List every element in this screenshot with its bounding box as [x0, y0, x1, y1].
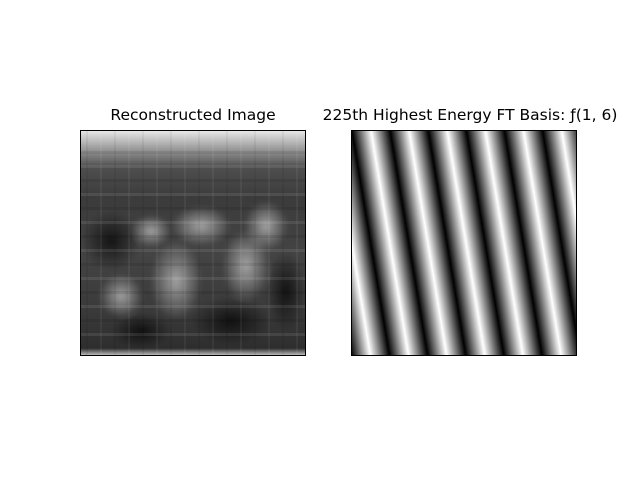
reconstructed-image [80, 130, 306, 356]
basis-image-graphic [352, 131, 576, 355]
basis-image [351, 130, 577, 356]
basis-title: 225th Highest Energy FT Basis: ƒ(1, 6) [322, 106, 618, 124]
reconstructed-image-title: Reconstructed Image [110, 106, 276, 124]
reconstructed-image-graphic [81, 131, 305, 355]
